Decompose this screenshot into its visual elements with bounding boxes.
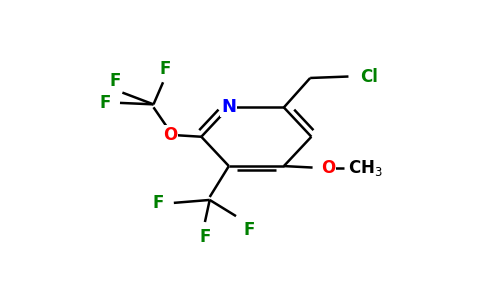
Text: F: F [243,220,255,238]
Text: F: F [109,72,121,90]
Text: N: N [221,98,236,116]
Text: CH$_3$: CH$_3$ [348,158,383,178]
Text: F: F [199,228,211,246]
Text: O: O [321,158,335,176]
Text: F: F [99,94,110,112]
Text: Cl: Cl [361,68,378,85]
Text: O: O [163,126,177,144]
Text: F: F [160,60,171,78]
Text: F: F [153,194,164,212]
